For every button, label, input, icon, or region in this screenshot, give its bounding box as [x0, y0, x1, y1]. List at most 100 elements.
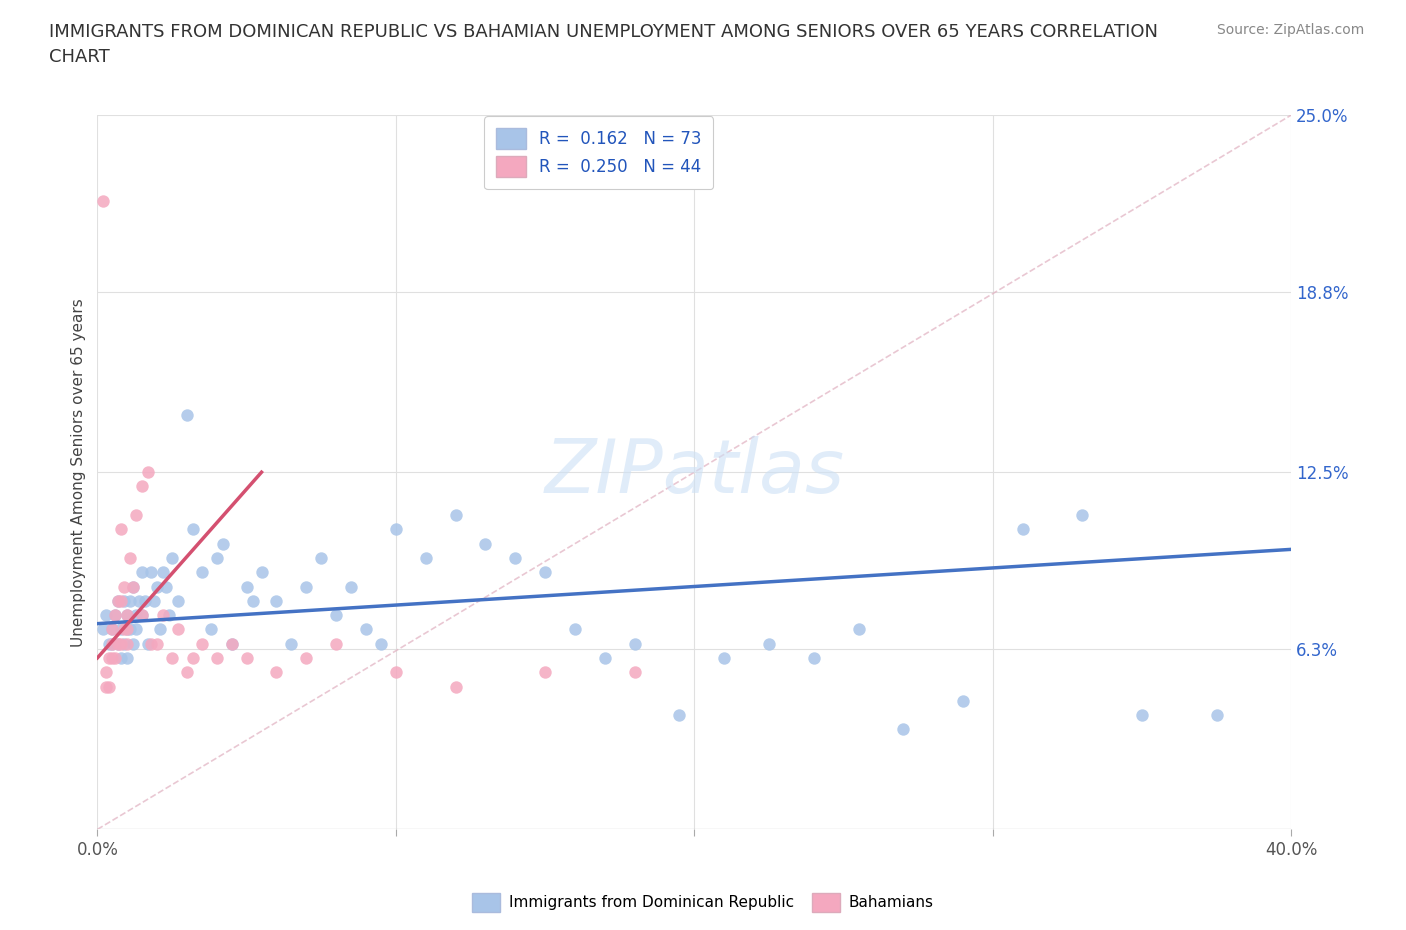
Point: [309, 551, 332, 565]
Point: [221, 636, 243, 651]
Point: [191, 565, 214, 579]
Point: [131, 479, 153, 494]
Point: [110, 593, 132, 608]
Point: [139, 565, 162, 579]
Point: [120, 593, 142, 608]
Point: [134, 593, 156, 608]
Point: [167, 593, 190, 608]
Point: [848, 622, 870, 637]
Y-axis label: Unemployment Among Seniors over 65 years: Unemployment Among Seniors over 65 years: [72, 298, 86, 646]
Point: [146, 579, 169, 594]
Point: [101, 622, 124, 637]
Point: [120, 551, 142, 565]
Point: [444, 679, 467, 694]
Point: [112, 636, 135, 651]
Point: [235, 579, 257, 594]
Point: [122, 579, 145, 594]
Point: [205, 650, 228, 665]
Point: [160, 551, 183, 565]
Text: ZIPatlas: ZIPatlas: [544, 436, 845, 508]
Point: [96, 607, 118, 622]
Point: [444, 508, 467, 523]
Point: [250, 565, 273, 579]
Point: [110, 622, 132, 637]
Point: [623, 665, 645, 680]
Legend: R =  0.162   N = 73, R =  0.250   N = 44: R = 0.162 N = 73, R = 0.250 N = 44: [484, 116, 713, 189]
Point: [112, 593, 135, 608]
Point: [131, 565, 153, 579]
Point: [534, 665, 557, 680]
Point: [112, 622, 135, 637]
Point: [98, 636, 121, 651]
Point: [385, 665, 408, 680]
Point: [112, 579, 135, 594]
Point: [295, 579, 318, 594]
Text: Source: ZipAtlas.com: Source: ZipAtlas.com: [1216, 23, 1364, 37]
Point: [101, 622, 124, 637]
Point: [104, 607, 127, 622]
Point: [155, 579, 177, 594]
Point: [115, 607, 138, 622]
Point: [110, 636, 132, 651]
Point: [325, 636, 347, 651]
Point: [104, 650, 127, 665]
Point: [98, 679, 121, 694]
Point: [152, 607, 174, 622]
Point: [146, 636, 169, 651]
Point: [474, 537, 496, 551]
Point: [125, 622, 148, 637]
Point: [1205, 708, 1227, 723]
Point: [952, 694, 974, 709]
Point: [1011, 522, 1033, 537]
Point: [96, 665, 118, 680]
Point: [131, 607, 153, 622]
Point: [564, 622, 586, 637]
Point: [128, 593, 150, 608]
Point: [623, 636, 645, 651]
Point: [221, 636, 243, 651]
Point: [340, 579, 363, 594]
Point: [101, 650, 124, 665]
Point: [354, 622, 377, 637]
Point: [211, 537, 233, 551]
Point: [101, 636, 124, 651]
Point: [152, 565, 174, 579]
Point: [325, 607, 347, 622]
Point: [139, 636, 162, 651]
Point: [200, 622, 222, 637]
Point: [205, 551, 228, 565]
Point: [235, 650, 257, 665]
Point: [120, 622, 142, 637]
Point: [98, 650, 121, 665]
Point: [668, 708, 690, 723]
Point: [181, 650, 204, 665]
Point: [176, 407, 198, 422]
Point: [160, 650, 183, 665]
Point: [593, 650, 616, 665]
Point: [280, 636, 302, 651]
Point: [96, 679, 118, 694]
Point: [1071, 508, 1094, 523]
Point: [125, 508, 148, 523]
Point: [110, 522, 132, 537]
Point: [295, 650, 318, 665]
Point: [191, 636, 214, 651]
Point: [115, 622, 138, 637]
Point: [503, 551, 526, 565]
Point: [181, 522, 204, 537]
Point: [115, 650, 138, 665]
Point: [115, 607, 138, 622]
Point: [1130, 708, 1153, 723]
Point: [713, 650, 735, 665]
Point: [149, 622, 172, 637]
Point: [803, 650, 825, 665]
Point: [115, 636, 138, 651]
Point: [385, 522, 408, 537]
Point: [136, 465, 159, 480]
Point: [266, 593, 288, 608]
Point: [107, 593, 129, 608]
Point: [266, 665, 288, 680]
Point: [107, 636, 129, 651]
Point: [107, 593, 129, 608]
Point: [534, 565, 557, 579]
